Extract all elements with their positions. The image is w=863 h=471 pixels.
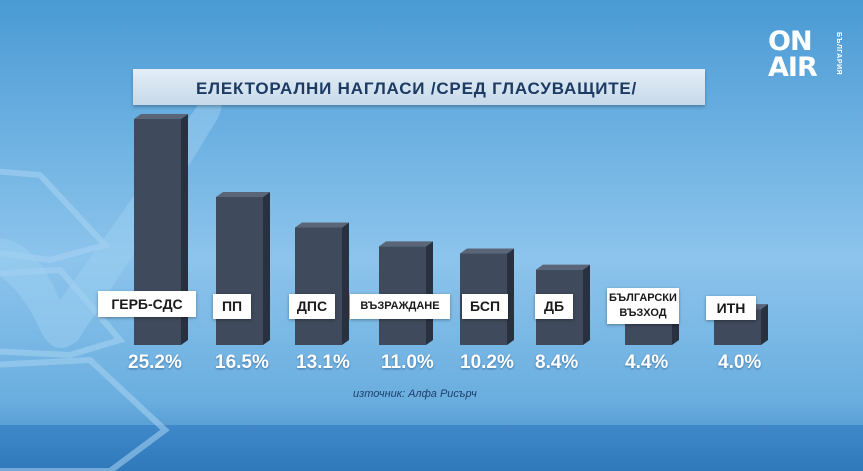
category-label: БСП: [462, 294, 508, 319]
source-note: източник: Алфа Рисърч: [353, 388, 477, 400]
value-label: 8.4%: [535, 352, 579, 373]
logo-on-text: ON: [768, 26, 813, 57]
value-label: 10.2%: [460, 352, 514, 373]
bar-top: [134, 114, 188, 119]
category-label: ДПС: [289, 294, 335, 319]
bar-2: [216, 192, 270, 345]
value-label: 11.0%: [381, 352, 434, 373]
value-label: 4.0%: [718, 352, 762, 373]
category-label: ГЕРБ-СДС: [98, 291, 196, 317]
bar-side: [583, 264, 590, 345]
bar-front: [295, 227, 342, 345]
bar-top: [295, 222, 349, 228]
category-label: БЪЛГАРСКИ ВЪЗХОД: [607, 288, 679, 324]
value-label: 16.5%: [215, 352, 269, 373]
on-air-logo: ON AIR БЪЛГАРИЯ: [768, 28, 852, 86]
category-label: ИТН: [706, 296, 756, 320]
value-label: 4.4%: [625, 352, 669, 373]
logo-side-text: БЪЛГАРИЯ: [835, 32, 842, 76]
bar-side: [426, 241, 433, 345]
logo-air-text: AIR: [768, 52, 818, 83]
bar-side: [181, 114, 188, 345]
bar-side: [342, 222, 349, 345]
bar-front: [216, 197, 263, 345]
bar-side: [263, 192, 270, 345]
category-label: ПП: [213, 294, 251, 319]
bar-top: [460, 248, 514, 254]
category-label: ВЪЗРАЖДАНЕ: [350, 294, 450, 319]
bar-top: [536, 264, 590, 270]
bar-side: [507, 248, 514, 345]
bar-top: [379, 241, 433, 247]
value-label: 13.1%: [296, 352, 350, 373]
bar-3: [295, 222, 349, 345]
bar-top: [216, 192, 270, 198]
bar-side: [761, 304, 768, 345]
category-label: ДБ: [535, 294, 573, 319]
chart-title: ЕЛЕКТОРАЛНИ НАГЛАСИ /СРЕД ГЛАСУВАЩИТЕ/: [196, 79, 638, 98]
title-bar: [133, 69, 705, 105]
value-label: 25.2%: [128, 352, 182, 373]
